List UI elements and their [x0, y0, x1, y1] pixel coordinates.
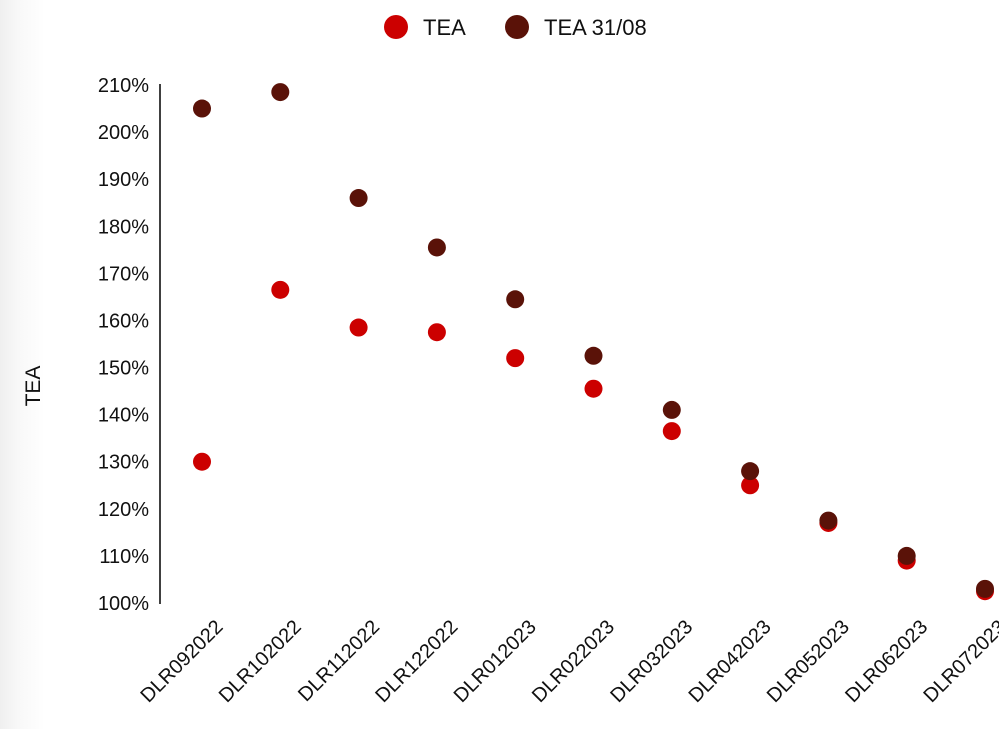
data-point	[741, 476, 760, 495]
legend-label: TEA	[423, 15, 466, 40]
y-tick-label: 140%	[98, 405, 149, 427]
data-point	[662, 422, 681, 441]
y-tick-label: 170%	[98, 263, 149, 285]
data-point	[976, 579, 994, 598]
data-point	[271, 83, 290, 102]
legend-item-tea-31-08: TEA 31/08	[505, 15, 647, 40]
series-tea-31-08	[193, 83, 994, 598]
x-tick-label: DLR092022	[136, 616, 227, 707]
data-point	[897, 546, 916, 565]
data-point	[349, 318, 368, 337]
data-point	[584, 379, 603, 398]
data-point	[193, 452, 211, 471]
x-tick-label: DLR032023	[606, 616, 697, 707]
y-tick-label: 200%	[98, 122, 149, 144]
x-tick-labels: DLR092022DLR102022DLR112022DLR122022DLR0…	[136, 616, 999, 707]
y-tick-label: 120%	[98, 499, 149, 521]
x-tick-label: DLR102022	[215, 616, 306, 707]
series-tea	[193, 280, 994, 601]
data-point	[819, 511, 838, 530]
x-tick-label: DLR122022	[371, 616, 462, 707]
data-point	[271, 280, 290, 299]
x-tick-label: DLR042023	[685, 616, 776, 707]
x-tick-label: DLR012023	[450, 616, 541, 707]
y-tick-labels: 100% 110% 120% 130% 140% 150% 160% 170% 180% 190%…	[98, 75, 149, 615]
data-point	[741, 462, 760, 481]
data-point	[193, 99, 211, 118]
data-point	[506, 349, 525, 368]
y-tick-label: 130%	[98, 452, 149, 474]
x-tick-label: DLR112022	[294, 616, 384, 706]
y-tick-label: 100%	[98, 593, 149, 615]
legend-item-tea: TEA	[384, 15, 466, 40]
data-point	[427, 238, 446, 257]
data-point	[662, 400, 681, 419]
x-tick-label: DLR062023	[841, 616, 932, 707]
legend-marker	[505, 15, 529, 39]
y-axis-title: TEA	[22, 366, 45, 407]
y-tick-label: 210%	[98, 75, 149, 97]
data-point	[506, 290, 525, 309]
legend-label: TEA 31/08	[544, 15, 647, 40]
series-layer	[193, 83, 994, 601]
data-point	[427, 323, 446, 342]
y-tick-label: 160%	[98, 310, 149, 332]
y-tick-label: 110%	[99, 546, 149, 568]
y-tick-label: 180%	[98, 216, 149, 238]
x-tick-label: DLR022023	[528, 616, 619, 707]
chart-legend: TEA TEA 31/08	[384, 15, 647, 40]
legend-marker	[384, 15, 408, 39]
y-tick-label: 150%	[98, 358, 149, 380]
x-tick-label: DLR052023	[763, 616, 854, 707]
y-tick-label: 190%	[98, 169, 149, 191]
data-point	[584, 346, 603, 365]
data-point	[349, 189, 368, 208]
x-tick-label: DLR072023	[919, 616, 999, 707]
